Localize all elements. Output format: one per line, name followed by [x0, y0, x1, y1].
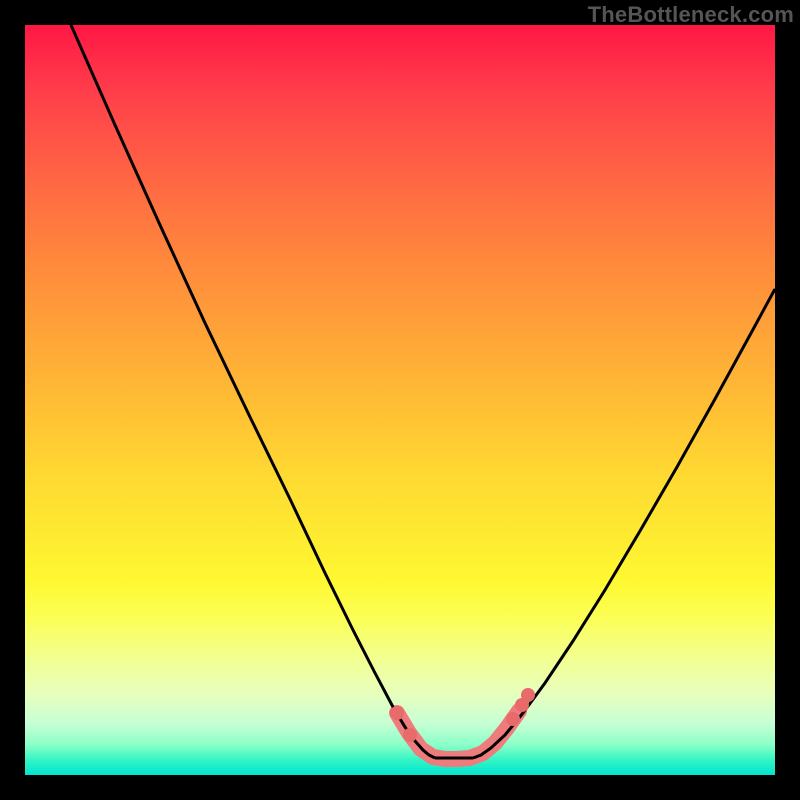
curve-right-branch: [473, 289, 775, 758]
data-marker: [506, 712, 520, 726]
data-marker: [390, 706, 404, 720]
plot-area: [25, 25, 775, 775]
data-marker: [403, 728, 417, 742]
curve-left-branch: [71, 25, 435, 758]
chart-frame: TheBottleneck.com: [0, 0, 800, 800]
marker-group: [390, 688, 535, 742]
data-marker: [521, 688, 535, 702]
curve-layer: [25, 25, 775, 775]
